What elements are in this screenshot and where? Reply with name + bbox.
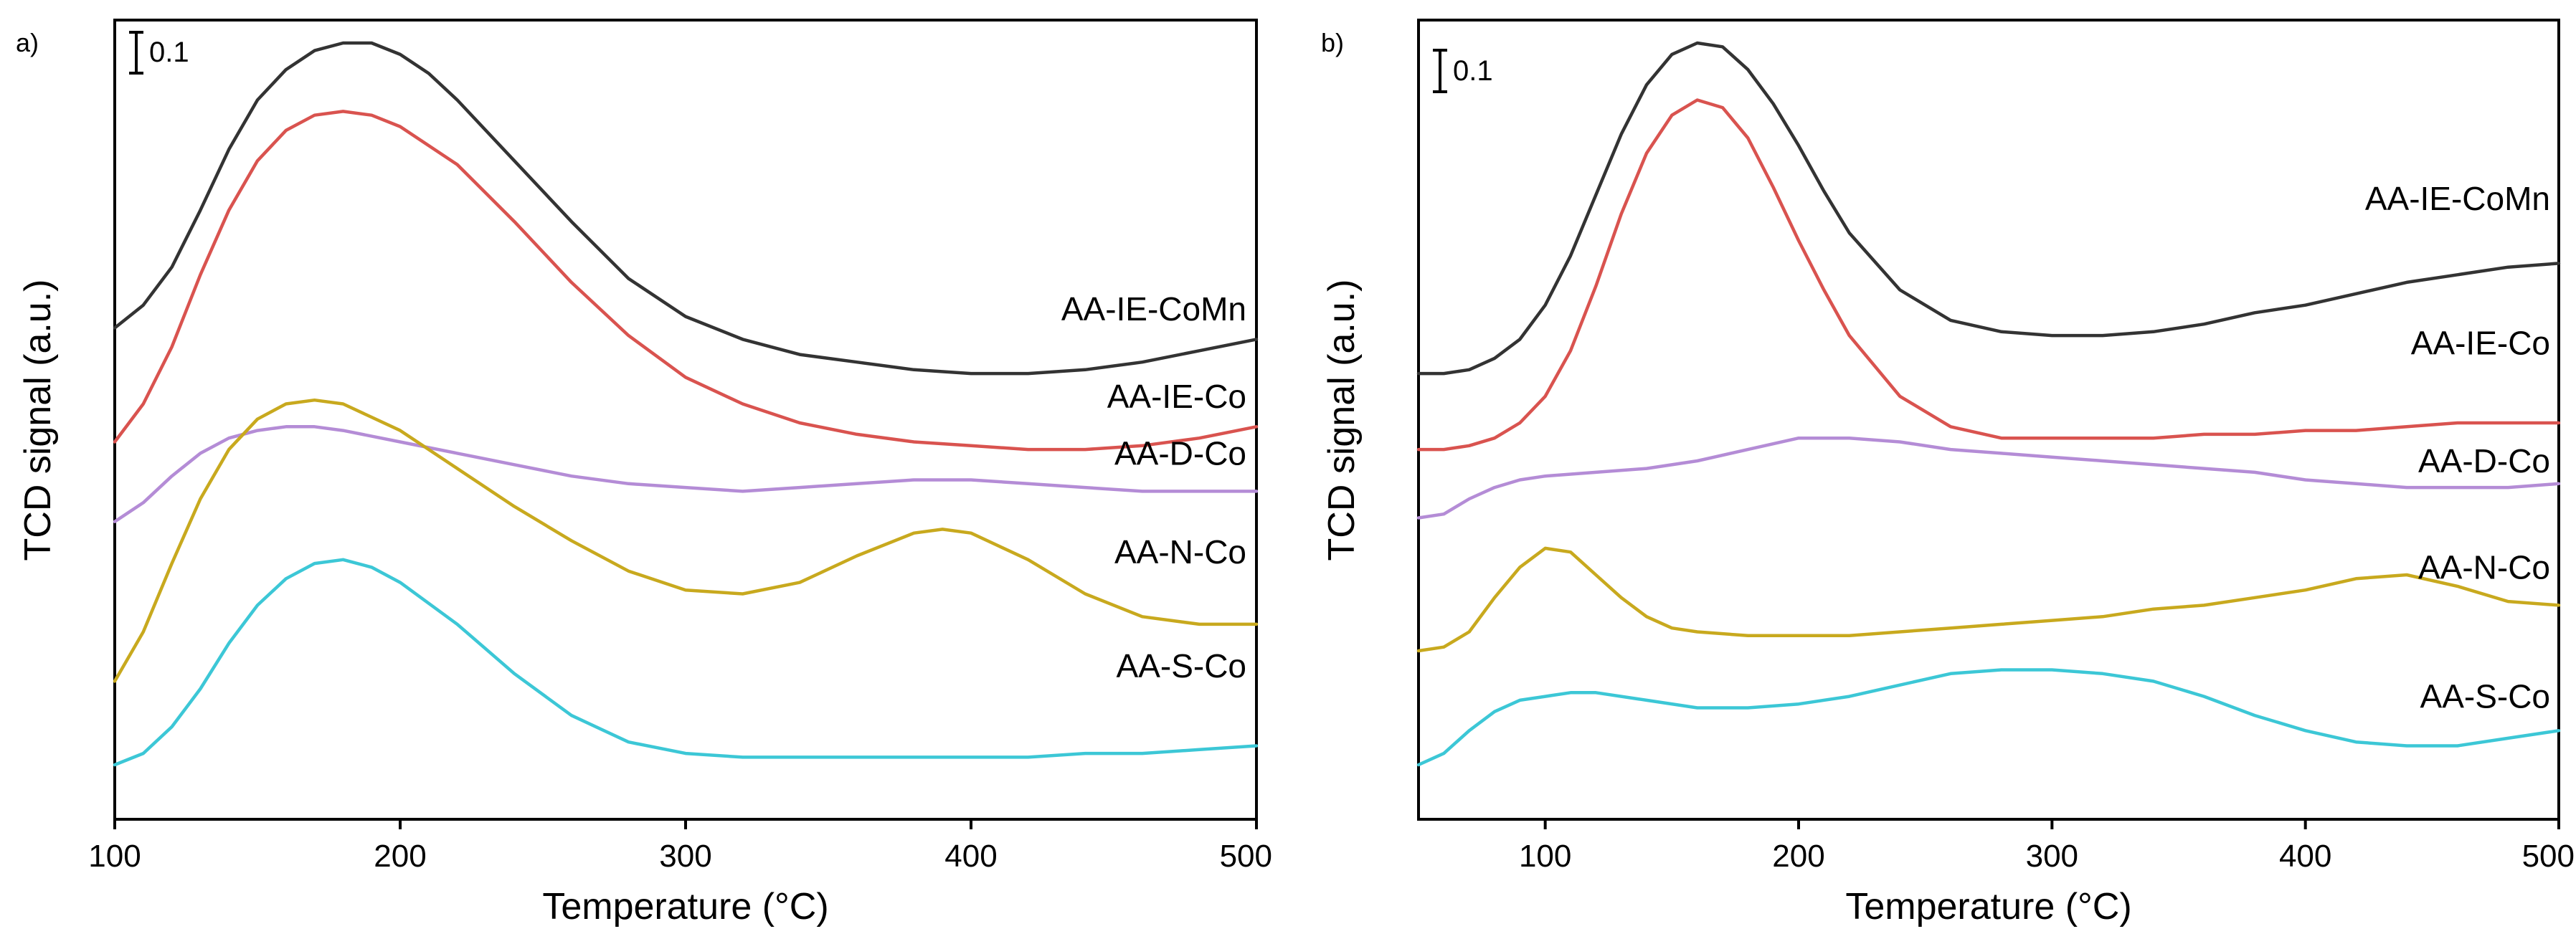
panel-b-series-label-aa-ie-comn: AA-IE-CoMn xyxy=(2365,180,2550,217)
panel-b-x-tick-label-200: 200 xyxy=(1772,839,1824,874)
panel-b-series-line-aa-s-co xyxy=(1416,668,2561,767)
panel-b-plot-frame xyxy=(1417,19,2560,821)
panel-b-series-label-aa-s-co: AA-S-Co xyxy=(2420,678,2550,715)
panel-a-label: a) xyxy=(16,28,39,57)
panel-b-x-axis-title: Temperature (°C) xyxy=(1845,886,2131,928)
panel-b-series-line-aa-n-co xyxy=(1416,546,2561,653)
panel-a-series-line-aa-d-co xyxy=(113,425,1259,524)
panel-b-x-tick-label-500: 500 xyxy=(2522,839,2575,874)
panel-a-series-group: AA-IE-CoMn AA-IE-Co AA-D-Co AA-N-Co AA-S-Co xyxy=(113,41,1259,767)
panel-b-x-tick-label-100: 100 xyxy=(1519,839,1571,874)
panel-a-series-line-aa-ie-comn xyxy=(113,41,1259,376)
panel-a-series-line-aa-ie-co xyxy=(113,110,1259,452)
panel-b-series-group: AA-IE-CoMn AA-IE-Co AA-D-Co AA-N-Co AA-S-Co xyxy=(1416,41,2561,767)
panel-a-plot-frame xyxy=(113,19,1258,821)
panel-b-label: b) xyxy=(1321,28,1344,57)
panel-b-series-label-aa-d-co: AA-D-Co xyxy=(2418,442,2550,480)
panel-a-x-tick-label-100: 100 xyxy=(88,839,141,874)
panel-a: a) 0.1 AA-IE-CoMnAA-IE-CoAA-D-CoAA-N-CoA… xyxy=(16,19,1272,928)
panel-a-series-label-aa-ie-comn: AA-IE-CoMn xyxy=(1061,290,1246,328)
panel-a-scale-label: 0.1 xyxy=(149,37,189,68)
panel-b-series-line-aa-ie-comn xyxy=(1416,41,2561,376)
panel-b-x-tick-label-400: 400 xyxy=(2279,839,2331,874)
panel-b-series-line-aa-ie-co xyxy=(1416,98,2561,452)
panel-b-scale-label: 0.1 xyxy=(1453,55,1493,87)
panel-a-x-tick-label-400: 400 xyxy=(944,839,997,874)
panel-a-x-tick-label-200: 200 xyxy=(374,839,426,874)
panel-b-series-label-aa-n-co: AA-N-Co xyxy=(2418,548,2550,586)
panel-b-x-tick-label-300: 300 xyxy=(2026,839,2078,874)
panel-b-scale-bar: 0.1 xyxy=(1433,49,1493,93)
panel-b-y-axis-title: TCD signal (a.u.) xyxy=(1321,280,1363,561)
panel-a-series-line-aa-s-co xyxy=(113,558,1259,767)
panel-a-x-axis-title: Temperature (°C) xyxy=(542,886,828,928)
panel-a-series-label-aa-n-co: AA-N-Co xyxy=(1114,533,1246,571)
panel-a-series-line-aa-n-co xyxy=(113,398,1259,683)
panel-a-series-label-aa-s-co: AA-S-Co xyxy=(1117,647,1246,685)
panel-a-x-ticks: 100 200 300 400 500 xyxy=(88,819,1272,874)
panel-a-x-tick-label-300: 300 xyxy=(659,839,711,874)
panel-a-series-label-aa-ie-co: AA-IE-Co xyxy=(1107,378,1246,415)
panel-a-x-tick-label-500: 500 xyxy=(1220,839,1272,874)
panel-b: b) 0.1 AA-IE-CoMnAA-IE-CoAA-D-CoAA-N-CoA… xyxy=(1321,19,2575,928)
panel-a-scale-bar: 0.1 xyxy=(129,31,189,75)
panel-a-y-axis-title: TCD signal (a.u.) xyxy=(17,280,59,561)
panel-b-x-ticks: 100 200 300 400 500 xyxy=(1519,819,2575,874)
panel-b-series-label-aa-ie-co: AA-IE-Co xyxy=(2411,325,2550,362)
panel-b-series-line-aa-d-co xyxy=(1416,436,2561,520)
panel-a-series-label-aa-d-co: AA-D-Co xyxy=(1114,434,1246,472)
